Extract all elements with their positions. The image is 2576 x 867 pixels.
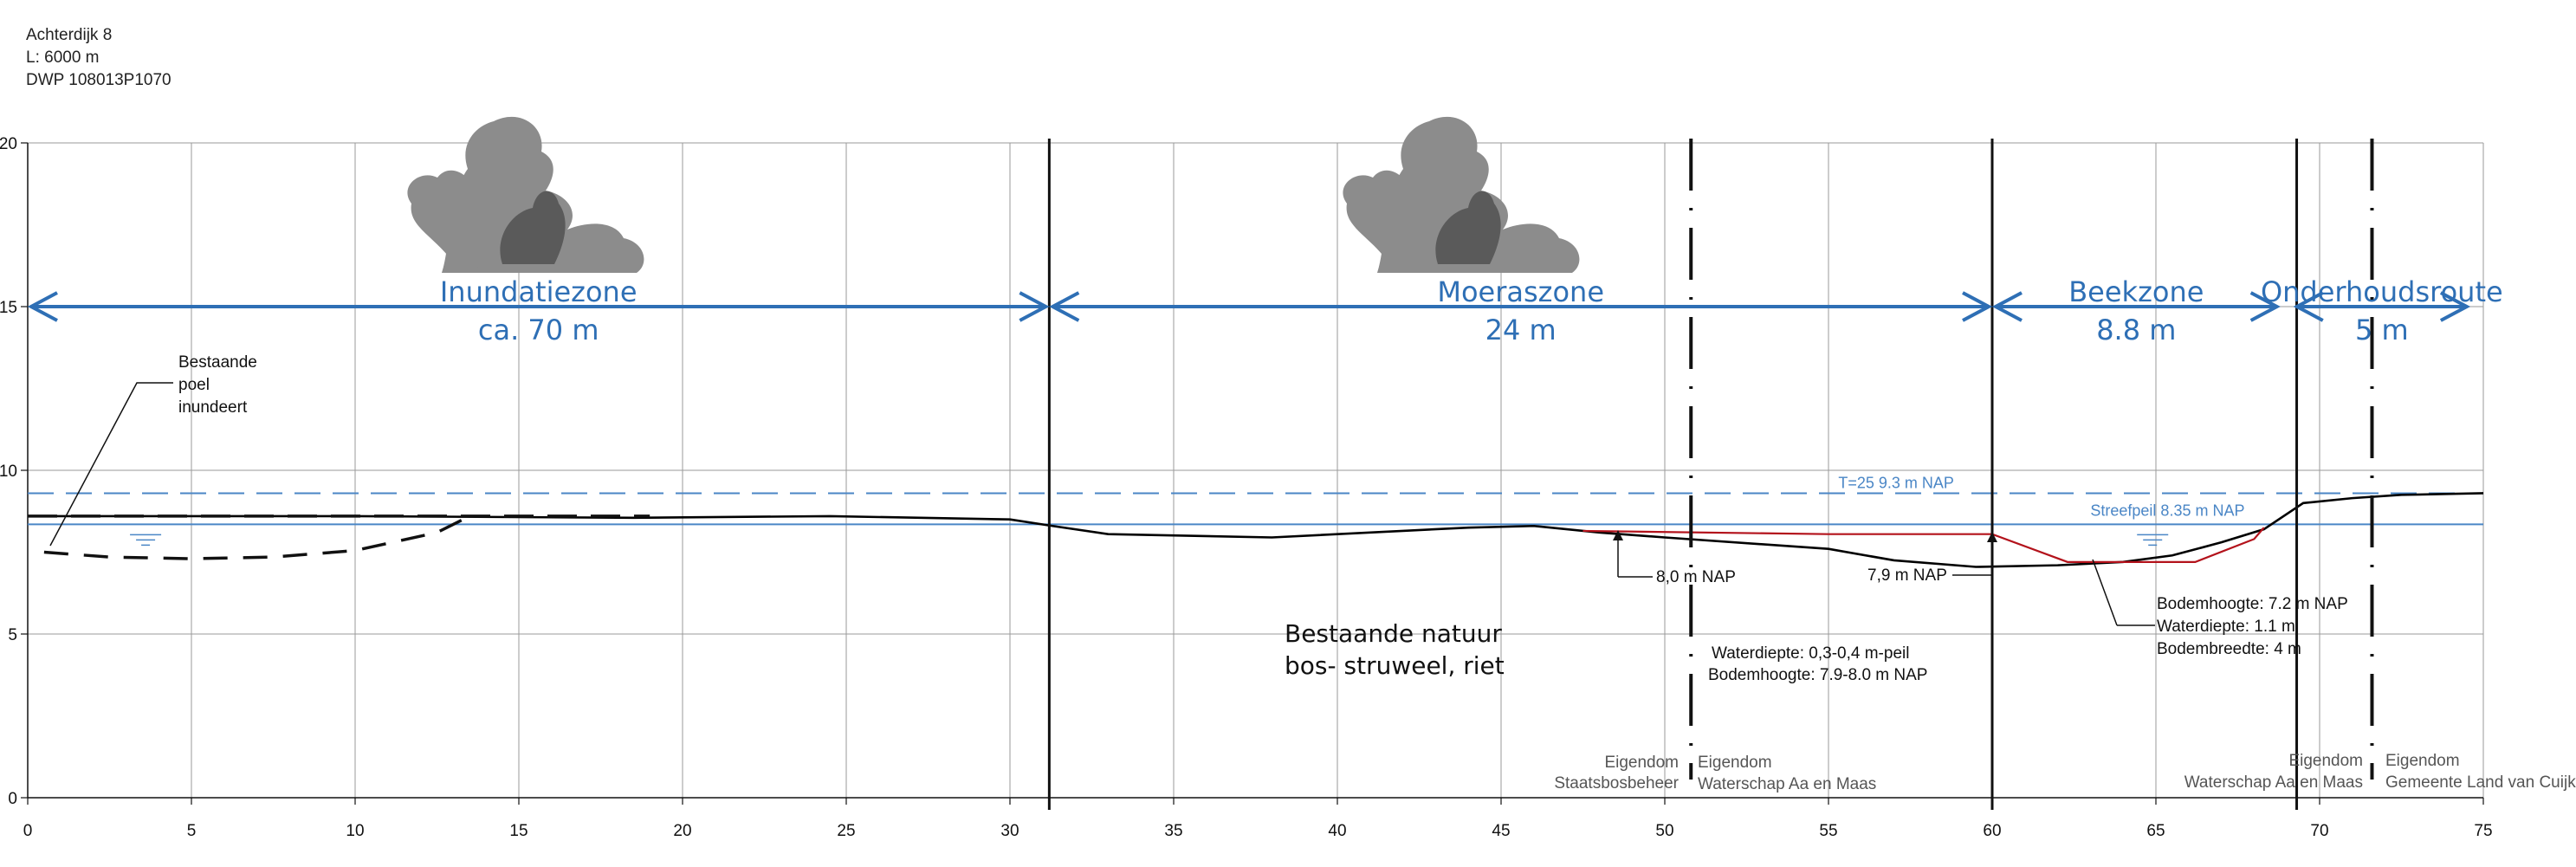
natuur-line-1: Bestaande natuur [1285,619,1502,648]
water-level-streefpeil-label: Streefpeil 8.35 m NAP [2090,501,2244,519]
zone-width: ca. 70 m [478,314,599,346]
x-tick-label: 0 [23,822,33,840]
y-tick-label: 20 [0,135,17,153]
water-level-icon [2137,534,2169,547]
zone-arrowhead-right [2249,291,2281,322]
ownership-waa2-1: Eigendom [2288,752,2363,770]
ownership-glvc-2: Gemeente Land van Cuijk [2385,773,2576,792]
moeras-info: Waterdiepte: 0,3-0,4 m-peil Bodemhoogte:… [1708,644,1927,684]
level-7-9-annotation: 7,9 m NAP [1867,532,1997,585]
beek-bodemhoogte: Bodemhoogte: 7.2 m NAP [2157,595,2348,613]
x-tick-label: 70 [2310,822,2328,840]
label-8-0-nap: 8,0 m NAP [1656,568,1736,586]
zone-boundaries [1047,139,2374,810]
y-tick-label: 5 [8,626,17,644]
zone-width: 8.8 m [2096,314,2176,346]
pool-label-2: poel [178,376,210,394]
x-tick-label: 65 [2146,822,2165,840]
x-tick-label: 25 [837,822,855,840]
pool-label-3: inundeert [178,398,248,417]
beek-bodembreedte: Bodembreedte: 4 m [2157,640,2301,658]
pool-annotation: Bestaande poel inundeert [49,353,257,547]
zone-arrowhead-right [1962,291,1993,322]
level-8-0-annotation: 8,0 m NAP [1613,530,1736,586]
moeras-bodemhoogte: Bodemhoogte: 7.9-8.0 m NAP [1708,666,1927,684]
zone-arrowhead-left [27,291,58,322]
zone-name: Inundatiezone [440,275,638,308]
grid [27,142,2484,799]
existing-ground-line [28,492,2484,568]
label-7-9-nap: 7,9 m NAP [1867,566,1947,585]
x-tick-label: 30 [1000,822,1019,840]
x-tick-label: 60 [1983,822,2001,840]
ownership-labels: Eigendom Staatsbosbeheer Eigendom Waters… [1554,752,2576,793]
x-tick-label: 45 [1492,822,1510,840]
ownership-glvc-1: Eigendom [2385,752,2460,770]
x-tick-label: 35 [1164,822,1182,840]
header-code: DWP 108013P1070 [26,71,172,89]
y-tick-label: 0 [8,790,17,808]
water-levels: T=25 9.3 m NAP Streefpeil 8.35 m NAP [28,474,2483,547]
water-level-icon [130,534,162,547]
moeras-waterdiepte: Waterdiepte: 0,3-0,4 m-peil [1712,644,1909,663]
ownership-sbb-2: Staatsbosbeheer [1554,774,1679,793]
x-tick-label: 75 [2474,822,2492,840]
zone-arrowhead-left [2293,291,2324,322]
zone-width: 5 m [2355,314,2409,346]
x-tick-label: 5 [187,822,197,840]
x-tick-label: 55 [1819,822,1837,840]
zone-width: 24 m [1485,314,1557,346]
beek-waterdiepte: Waterdiepte: 1.1 m [2157,618,2295,636]
ownership-waa2-2: Waterschap Aa en Maas [2184,773,2363,792]
natuur-line-2: bos- struweel, riet [1285,651,1505,680]
zone-arrows: Inundatiezone ca. 70 m Moeraszone 24 m Beekz… [27,275,2503,346]
header-location: Achterdijk 8 [26,26,113,44]
x-tick-label: 15 [509,822,527,840]
zone-arrowhead-left [1991,291,2023,322]
proposed-profile-line [1582,527,2265,563]
pool-label-1: Bestaande [178,353,257,372]
zone-name: Beekzone [2068,275,2204,308]
header-length: L: 6000 m [26,49,100,67]
ownership-waa-1: Eigendom [1698,754,1772,772]
ownership-sbb-1: Eigendom [1604,754,1679,772]
water-level-t25-label: T=25 9.3 m NAP [1838,474,1954,491]
pool-bottom-dashed [43,518,464,560]
zone-arrowhead-right [1019,291,1050,322]
tree-icon [1343,116,1580,273]
ground-profiles [28,492,2484,568]
drawing-header: Achterdijk 8 L: 6000 m DWP 108013P1070 [26,24,172,92]
natuur-label: Bestaande natuur bos- struweel, riet [1285,619,1505,680]
x-tick-label: 40 [1328,822,1346,840]
axes: 0 5 10 15 20 25 30 35 40 45 50 55 60 65 70 75 0 5 10 15 20 [0,135,2493,840]
zone-name: Onderhoudsroute [2261,275,2503,308]
zone-arrowhead-left [1049,291,1080,322]
y-tick-label: 10 [0,463,17,481]
x-tick-label: 10 [346,822,364,840]
x-tick-label: 50 [1655,822,1673,840]
zone-name: Moeraszone [1437,275,1604,308]
beek-info: Bodemhoogte: 7.2 m NAP Waterdiepte: 1.1 … [2092,559,2348,658]
tree-icon [407,116,644,273]
x-tick-label: 20 [673,822,691,840]
ownership-waa-2: Waterschap Aa en Maas [1698,775,1876,793]
y-tick-label: 15 [0,299,17,317]
zone-arrowhead-right [2439,291,2471,322]
